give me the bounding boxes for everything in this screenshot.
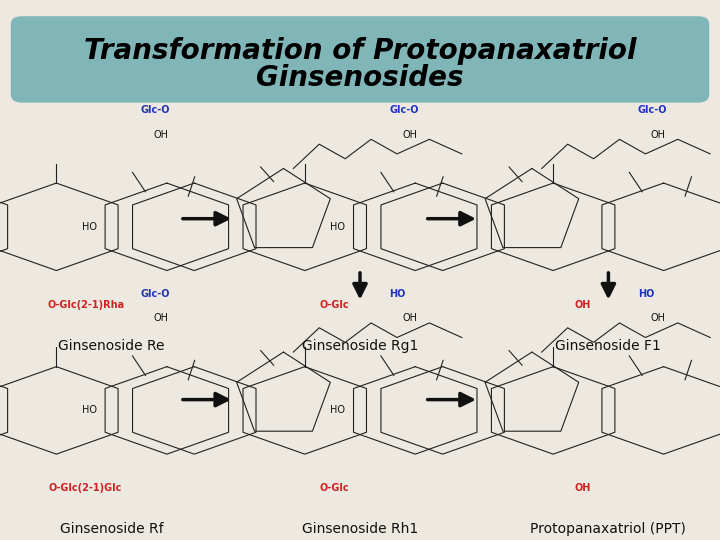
- Text: Glc-O: Glc-O: [141, 105, 171, 115]
- Text: Ginsenoside Rg1: Ginsenoside Rg1: [302, 339, 418, 353]
- Text: OH: OH: [154, 130, 169, 140]
- Text: HO: HO: [330, 406, 346, 415]
- Text: OH: OH: [575, 483, 590, 494]
- Text: Ginsenoside Re: Ginsenoside Re: [58, 339, 165, 353]
- Text: Ginsenoside F1: Ginsenoside F1: [555, 339, 662, 353]
- Text: Ginsenoside Rf: Ginsenoside Rf: [60, 522, 163, 536]
- Text: Glc-O: Glc-O: [390, 105, 419, 115]
- Text: HO: HO: [390, 288, 405, 299]
- Text: Protopanaxatriol (PPT): Protopanaxatriol (PPT): [531, 522, 686, 536]
- Text: OH: OH: [154, 313, 169, 323]
- FancyBboxPatch shape: [11, 16, 709, 103]
- Text: Ginsenosides: Ginsenosides: [256, 64, 464, 92]
- Text: OH: OH: [402, 130, 418, 140]
- Text: OH: OH: [402, 313, 418, 323]
- Text: O-Glc: O-Glc: [319, 300, 349, 310]
- Text: Glc-O: Glc-O: [638, 105, 667, 115]
- Text: HO: HO: [330, 222, 346, 232]
- Text: O-Glc(2-1)Rha: O-Glc(2-1)Rha: [47, 300, 125, 310]
- Text: O-Glc(2-1)Glc: O-Glc(2-1)Glc: [49, 483, 122, 494]
- Text: HO: HO: [82, 406, 97, 415]
- Text: O-Glc: O-Glc: [319, 483, 349, 494]
- Text: HO: HO: [82, 222, 97, 232]
- Text: Ginsenoside Rh1: Ginsenoside Rh1: [302, 522, 418, 536]
- Text: Glc-O: Glc-O: [141, 288, 171, 299]
- Text: Transformation of Protopanaxatriol: Transformation of Protopanaxatriol: [84, 37, 636, 65]
- Text: HO: HO: [638, 288, 654, 299]
- Text: OH: OH: [651, 313, 666, 323]
- Text: OH: OH: [575, 300, 590, 310]
- Text: OH: OH: [651, 130, 666, 140]
